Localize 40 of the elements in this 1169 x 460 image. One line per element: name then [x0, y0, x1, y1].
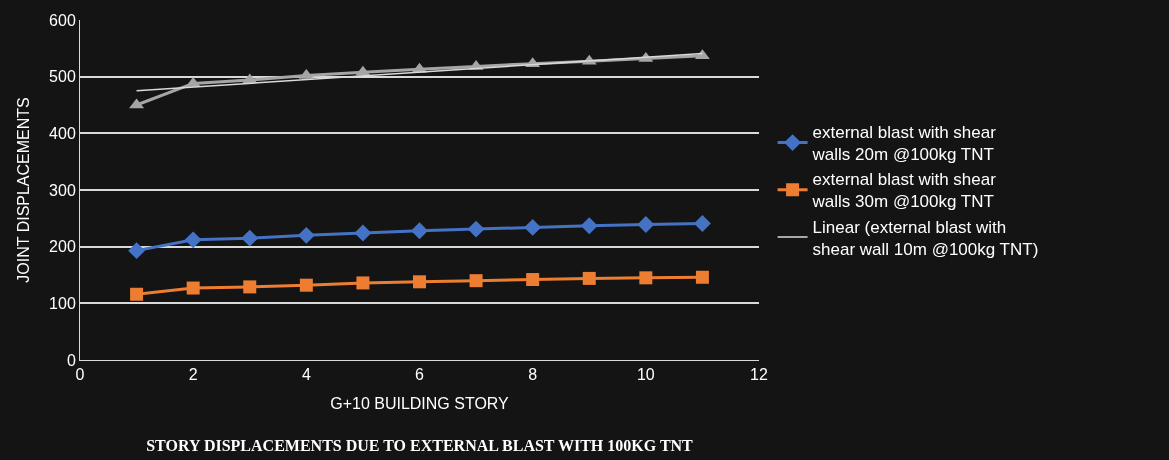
point	[467, 220, 485, 238]
x-tick-label: 8	[528, 366, 538, 384]
y-tick-label: 500	[49, 68, 76, 86]
point	[582, 271, 596, 285]
x-axis-title: G+10 BUILDING STORY	[330, 394, 510, 412]
y-tick-label: 300	[49, 181, 76, 199]
y-tick-label: 100	[49, 294, 76, 312]
y-tick-label: 200	[49, 238, 76, 256]
x-tick-label: 4	[301, 366, 311, 384]
point	[526, 273, 540, 287]
point	[580, 217, 598, 235]
point	[637, 216, 655, 234]
x-tick-label: 12	[750, 366, 768, 384]
y-tick-label: 400	[49, 124, 76, 142]
point	[128, 242, 146, 260]
y-tick-label: 0	[66, 351, 76, 369]
point	[356, 276, 370, 290]
point	[695, 270, 709, 284]
point	[243, 280, 257, 294]
point	[241, 229, 259, 247]
point	[693, 214, 711, 232]
point	[297, 226, 315, 244]
legend-label: external blast with shear walls 30m @100kg TNT	[811, 170, 997, 212]
point	[469, 274, 483, 288]
x-tick-label: 6	[415, 366, 425, 384]
point	[130, 287, 144, 301]
text: STORY DISPLACEMENTS DUE TO EXTERNAL BLAST WITH 100KG TNT	[146, 436, 694, 454]
point	[413, 275, 426, 289]
point	[186, 281, 200, 295]
point	[639, 271, 653, 285]
point	[411, 222, 428, 240]
point	[184, 231, 202, 249]
point	[524, 218, 542, 236]
y-axis-title: JOINT DISPLACEMENTS	[15, 97, 32, 283]
y-tick-label: 600	[49, 11, 76, 29]
x-tick-label: 2	[188, 366, 198, 384]
legend-label: Linear (external blast with shear wall 10m @100kg TNT)	[812, 217, 1039, 259]
point	[299, 278, 313, 292]
x-tick-label: 10	[636, 366, 655, 384]
point	[354, 224, 372, 242]
